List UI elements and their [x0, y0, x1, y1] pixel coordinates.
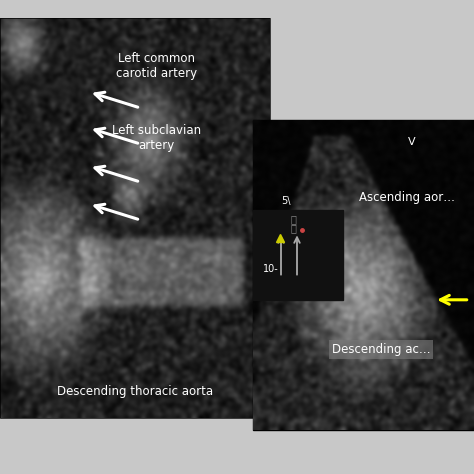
Text: Left common
carotid artery: Left common carotid artery — [116, 52, 197, 80]
Text: Left subclavian
artery: Left subclavian artery — [112, 124, 201, 152]
Bar — [0, 18, 270, 418]
Text: Ascending aor…: Ascending aor… — [359, 191, 455, 204]
Bar — [253, 120, 474, 430]
Text: ⌒
⌣: ⌒ ⌣ — [291, 214, 296, 233]
Text: 10-: 10- — [263, 264, 279, 274]
Text: Descending thoracic aorta: Descending thoracic aorta — [57, 385, 213, 399]
Text: 5\: 5\ — [282, 196, 291, 206]
Text: Descending ac…: Descending ac… — [332, 343, 430, 356]
Bar — [253, 210, 343, 300]
Text: V: V — [408, 137, 416, 146]
